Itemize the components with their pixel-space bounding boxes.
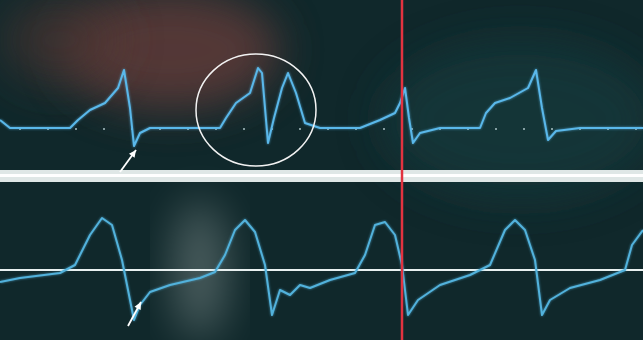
page: {"chart_data": [ {"type": "line", "x": [… xyxy=(0,0,643,340)
arrow-head xyxy=(129,150,136,158)
monitor-screen xyxy=(0,0,643,340)
waveform xyxy=(0,218,643,320)
arrow xyxy=(120,150,136,172)
arrow xyxy=(128,302,141,326)
baseline-dot xyxy=(243,128,245,130)
waveform-glow xyxy=(0,68,643,146)
reflection xyxy=(0,0,120,85)
baseline-dot xyxy=(383,128,385,130)
separator-line xyxy=(0,174,643,177)
separator xyxy=(0,170,643,182)
arrow-head xyxy=(135,302,141,310)
baseline-dot xyxy=(75,128,77,130)
arrow-shaft xyxy=(120,150,136,172)
baseline-dot xyxy=(103,128,105,130)
waveform-glow xyxy=(0,218,643,320)
baseline xyxy=(0,269,643,271)
plot-area xyxy=(0,68,643,146)
baseline-dot xyxy=(523,128,525,130)
plot-area xyxy=(0,218,643,320)
baseline-dot xyxy=(299,128,301,130)
arrow-shaft xyxy=(128,302,141,326)
baseline-dot xyxy=(551,128,553,130)
baseline-dot xyxy=(495,128,497,130)
highlight-circle xyxy=(196,54,316,166)
cursor xyxy=(401,0,404,340)
waveform xyxy=(0,68,643,146)
